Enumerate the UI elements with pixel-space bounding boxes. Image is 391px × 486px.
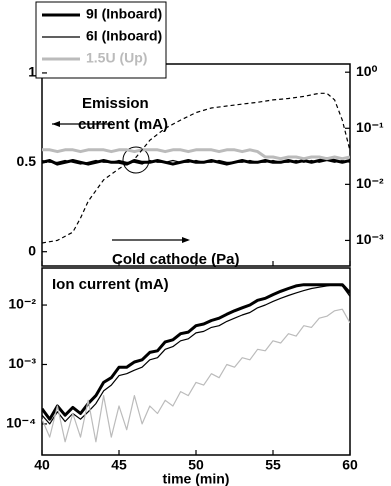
annotation: Cold cathode (Pa) xyxy=(112,251,240,268)
x-tick-label: 50 xyxy=(188,457,204,473)
bottom-frame xyxy=(41,267,351,456)
series-line xyxy=(42,308,350,443)
y-tick-label: 10⁻⁴ xyxy=(6,415,36,431)
x-tick-label: 45 xyxy=(111,457,127,473)
series-line xyxy=(42,284,350,425)
annotation: Emission xyxy=(82,95,149,112)
series-line xyxy=(42,148,350,161)
y-tick-label: 0.5 xyxy=(17,153,37,169)
legend-label: 6I (Inboard) xyxy=(86,28,162,44)
series-line xyxy=(42,92,350,244)
series-line xyxy=(42,159,350,165)
y2-tick-label: 10⁻¹ xyxy=(356,119,384,135)
x-axis-label: time (min) xyxy=(163,471,230,486)
y-tick-label: 10⁻³ xyxy=(8,355,36,371)
y-tick-label: 0 xyxy=(28,242,36,258)
x-tick-label: 40 xyxy=(34,457,50,473)
legend-label: 9I (Inboard) xyxy=(86,6,162,22)
y2-tick-label: 10⁰ xyxy=(356,63,378,79)
y-tick-label: 1 xyxy=(28,64,36,80)
x-tick-label: 60 xyxy=(342,457,358,473)
legend-label: 1.5U (Up) xyxy=(86,50,147,66)
y2-tick-label: 10⁻² xyxy=(356,175,384,191)
x-tick-label: 55 xyxy=(265,457,281,473)
arrow-head xyxy=(52,121,60,127)
marker-circle xyxy=(122,146,150,174)
annotation: Ion current (mA) xyxy=(52,276,169,293)
y-tick-label: 10⁻² xyxy=(8,296,36,312)
annotation: current (mA) xyxy=(78,116,168,133)
y2-tick-label: 10⁻³ xyxy=(356,231,384,247)
arrow-head xyxy=(182,237,190,243)
series-line xyxy=(42,283,350,421)
